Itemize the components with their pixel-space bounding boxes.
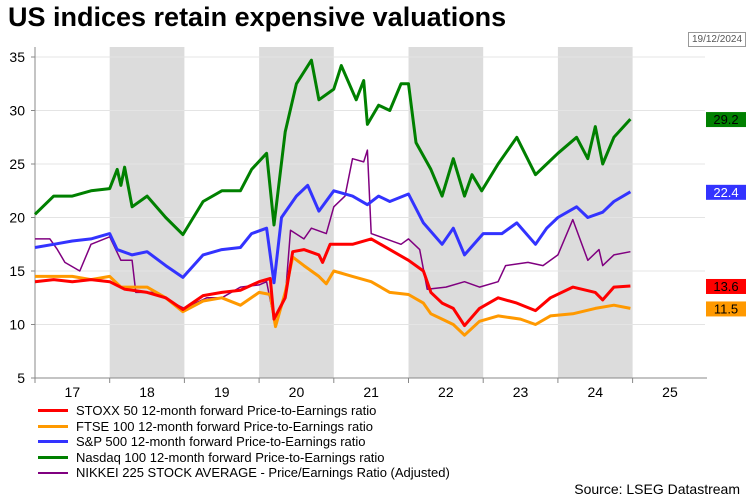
series-line xyxy=(34,237,631,328)
y-tick-label: 20 xyxy=(9,210,25,226)
y-tick-label: 10 xyxy=(9,317,25,333)
x-tick-label: 24 xyxy=(587,384,603,400)
series-line xyxy=(33,58,632,237)
y-tick-label: 25 xyxy=(9,156,25,172)
legend-label: Nasdaq 100 12-month forward Price-to-Ear… xyxy=(76,449,385,465)
x-tick-label: 23 xyxy=(513,384,529,400)
x-tick-label: 20 xyxy=(289,384,305,400)
legend-swatch xyxy=(38,424,68,428)
x-tick-label: 25 xyxy=(662,384,678,400)
legend-swatch xyxy=(38,440,68,444)
legend-item: Nasdaq 100 12-month forward Price-to-Ear… xyxy=(38,450,450,466)
end-value-label: 29.2 xyxy=(713,112,738,127)
legend-label: NIKKEI 225 STOCK AVERAGE - Price/Earning… xyxy=(76,465,450,481)
shaded-period xyxy=(408,47,484,378)
x-tick-label: 17 xyxy=(65,384,81,400)
x-tick-label: 21 xyxy=(363,384,379,400)
series-line xyxy=(35,255,631,337)
source-note: Source: LSEG Datastream xyxy=(574,481,740,497)
end-value-label: 22.4 xyxy=(713,185,738,200)
x-tick-label: 19 xyxy=(214,384,230,400)
end-value-label: 11.5 xyxy=(714,301,738,316)
legend-swatch xyxy=(38,409,68,413)
y-tick-label: 15 xyxy=(9,263,25,279)
end-value-badge xyxy=(706,278,746,294)
date-stamp: 19/12/2024 xyxy=(688,32,746,47)
x-tick-label: 22 xyxy=(438,384,454,400)
y-tick-label: 30 xyxy=(9,103,25,119)
shaded-period xyxy=(109,47,185,378)
legend-swatch xyxy=(38,455,68,459)
legend-label: FTSE 100 12-month forward Price-to-Earni… xyxy=(76,418,373,434)
legend-item: FTSE 100 12-month forward Price-to-Earni… xyxy=(38,419,450,435)
end-value-badge xyxy=(706,184,746,200)
legend-item: NIKKEI 225 STOCK AVERAGE - Price/Earning… xyxy=(38,465,450,481)
legend-label: STOXX 50 12-month forward Price-to-Earni… xyxy=(76,403,377,419)
end-value-badge xyxy=(706,112,746,128)
y-tick-label: 5 xyxy=(17,370,25,386)
legend-swatch xyxy=(38,471,68,474)
legend-label: S&P 500 12-month forward Price-to-Earnin… xyxy=(76,434,366,450)
legend-item: S&P 500 12-month forward Price-to-Earnin… xyxy=(38,434,450,450)
y-tick-label: 35 xyxy=(9,49,25,65)
series-line xyxy=(35,149,631,320)
end-value-badge xyxy=(706,301,746,317)
legend: STOXX 50 12-month forward Price-to-Earni… xyxy=(38,403,450,481)
legend-item: STOXX 50 12-month forward Price-to-Earni… xyxy=(38,403,450,419)
x-tick-label: 18 xyxy=(139,384,155,400)
series-line xyxy=(34,183,632,285)
chart-title: US indices retain expensive valuations xyxy=(8,2,507,32)
end-value-label: 13.6 xyxy=(713,279,738,294)
line-chart: 5 10 15 20 25 30 35 17 18 19 20 21 22 23 24 25 13.6 11.5 2… xyxy=(9,47,746,400)
shaded-period xyxy=(557,47,633,378)
